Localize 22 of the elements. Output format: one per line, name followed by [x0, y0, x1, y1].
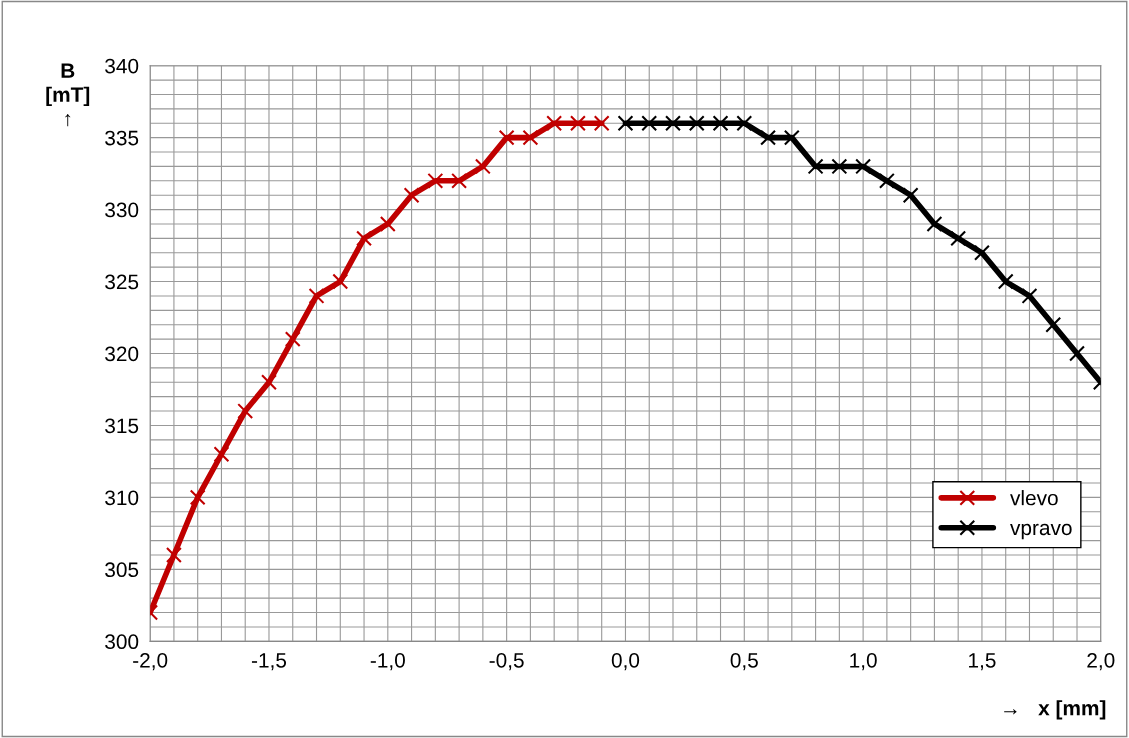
y-tick-label: 300 — [105, 634, 139, 650]
y-tick-label: 310 — [105, 490, 139, 506]
x-tick-label: -0,5 — [489, 652, 524, 671]
x-tick-label: 0,0 — [611, 652, 640, 671]
x-tick-label: -1,5 — [251, 653, 287, 671]
y-tick-label: 330 — [105, 202, 139, 218]
y-tick-label: 335 — [105, 130, 139, 146]
legend-label: vpravo — [1010, 523, 1072, 540]
x-tick-label: 1,0 — [850, 652, 877, 671]
x-tick-label: 1,5 — [969, 653, 996, 671]
y-tick-label: 325 — [105, 274, 139, 290]
x-tick-label: -1,0 — [370, 652, 405, 671]
x-axis-title: → x [mm] — [1004, 700, 1106, 720]
x-tick-label: 2,0 — [1087, 652, 1115, 671]
y-tick-label: 305 — [105, 562, 139, 578]
y-axis-title: B [mT] ↑ — [46, 63, 90, 127]
x-tick-label: -2,0 — [133, 652, 168, 671]
legend-label: vlevo — [1010, 490, 1058, 506]
x-tick-label: 0,5 — [730, 652, 758, 671]
y-tick-label: 320 — [105, 346, 139, 362]
y-tick-label: 340 — [105, 58, 139, 74]
y-tick-label: 315 — [105, 418, 139, 434]
